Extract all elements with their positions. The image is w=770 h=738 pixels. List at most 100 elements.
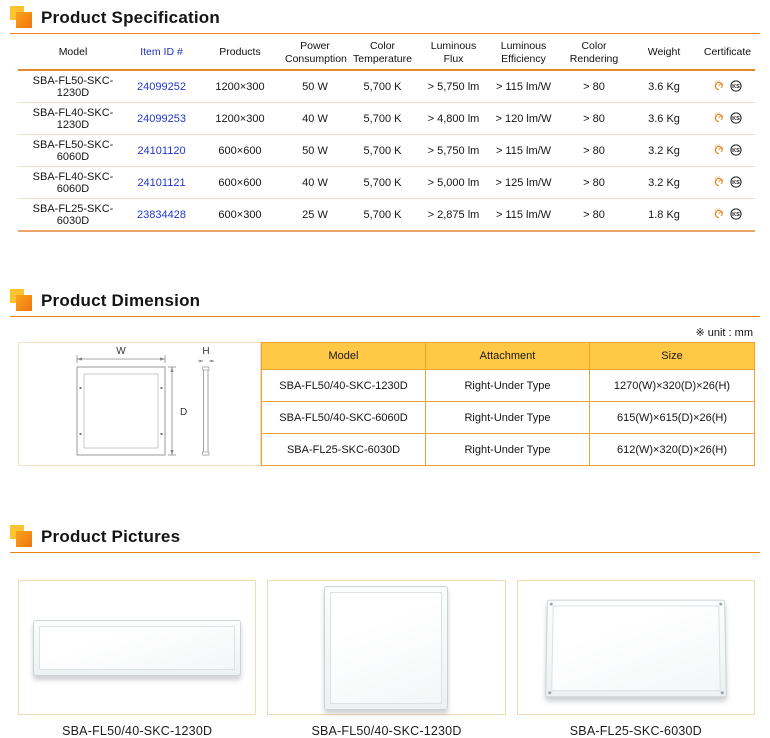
- dimension-diagram: W D H: [18, 342, 261, 466]
- dim-cell-attachment: Right-Under Type: [426, 370, 590, 402]
- dim-header-row: Model Attachment Size: [262, 343, 755, 370]
- cell-certificate: KS: [700, 167, 755, 199]
- cell-efficiency: > 115 lm/W: [487, 199, 560, 232]
- svg-text:KS: KS: [732, 84, 740, 90]
- item-id-link[interactable]: 24099253: [128, 103, 195, 135]
- ks-mark-icon: KS: [730, 144, 742, 156]
- specification-header: Product Specification: [10, 3, 760, 34]
- spec-table-body: SBA-FL50-SKC-1230D 24099252 1200×300 50 …: [18, 70, 755, 231]
- cell-power: 50 W: [285, 70, 345, 103]
- dim-cell-size: 615(W)×615(D)×26(H): [590, 402, 755, 434]
- ks-mark-icon: KS: [730, 112, 742, 124]
- dim-col-model: Model: [262, 343, 426, 370]
- cell-weight: 3.6 Kg: [628, 103, 700, 135]
- section-title-specification: Product Specification: [41, 8, 220, 28]
- dim-cell-model: SBA-FL25-SKC-6030D: [262, 434, 426, 466]
- dimension-content: W D H: [18, 342, 755, 466]
- cell-efficiency: > 120 lm/W: [487, 103, 560, 135]
- dim-col-attachment: Attachment: [426, 343, 590, 370]
- cell-weight: 3.2 Kg: [628, 167, 700, 199]
- cell-power: 25 W: [285, 199, 345, 232]
- section-pictures: Product Pictures SBA-FL50/40-SKC-1230D S…: [0, 522, 770, 738]
- orange-square-bullet-icon: [10, 289, 33, 312]
- col-weight: Weight: [628, 38, 700, 70]
- cell-weight: 3.6 Kg: [628, 70, 700, 103]
- dim-col-size: Size: [590, 343, 755, 370]
- label-d: D: [180, 407, 187, 418]
- product-pictures-row: [18, 580, 755, 715]
- orange-square-bullet-icon: [10, 525, 33, 548]
- col-power-consumption: Power Consumption: [285, 38, 345, 70]
- cell-flux: > 4,800 lm: [420, 103, 487, 135]
- table-row: SBA-FL50-SKC-6060D 24101120 600×600 50 W…: [18, 135, 755, 167]
- table-row: SBA-FL50/40-SKC-1230D Right-Under Type 1…: [262, 370, 755, 402]
- svg-text:KS: KS: [732, 116, 740, 122]
- cell-rendering: > 80: [560, 167, 628, 199]
- dim-cell-size: 612(W)×320(D)×26(H): [590, 434, 755, 466]
- item-id-link[interactable]: 23834428: [128, 199, 195, 232]
- cell-certificate: KS: [700, 103, 755, 135]
- dim-cell-attachment: Right-Under Type: [426, 434, 590, 466]
- cell-color-temp: 5,700 K: [345, 103, 420, 135]
- dim-cell-size: 1270(W)×320(D)×26(H): [590, 370, 755, 402]
- dim-cell-attachment: Right-Under Type: [426, 402, 590, 434]
- col-products: Products: [195, 38, 285, 70]
- picture-caption: SBA-FL50/40-SKC-1230D: [267, 724, 505, 738]
- table-row: SBA-FL50/40-SKC-6060D Right-Under Type 6…: [262, 402, 755, 434]
- ks-mark-icon: KS: [730, 80, 742, 92]
- cell-power: 40 W: [285, 167, 345, 199]
- cell-flux: > 5,750 lm: [420, 70, 487, 103]
- cell-efficiency: > 115 lm/W: [487, 135, 560, 167]
- item-id-link[interactable]: 24099252: [128, 70, 195, 103]
- high-efficiency-mark-icon: [713, 80, 725, 92]
- unit-note: ※ unit : mm: [0, 326, 753, 339]
- svg-text:KS: KS: [732, 212, 740, 218]
- panel-dimension-drawing: W D H: [20, 343, 260, 465]
- specification-table: Model Item ID # Products Power Consumpti…: [18, 38, 755, 232]
- cell-certificate: KS: [700, 199, 755, 232]
- cell-flux: > 2,875 lm: [420, 199, 487, 232]
- cell-model: SBA-FL25-SKC-6030D: [18, 199, 128, 232]
- led-panel-600x600-image: [324, 586, 448, 710]
- high-efficiency-mark-icon: [713, 144, 725, 156]
- cell-certificate: KS: [700, 135, 755, 167]
- high-efficiency-mark-icon: [713, 208, 725, 220]
- cell-rendering: > 80: [560, 199, 628, 232]
- section-dimension: Product Dimension ※ unit : mm W: [0, 286, 770, 466]
- cell-efficiency: > 115 lm/W: [487, 70, 560, 103]
- pictures-header: Product Pictures: [10, 522, 760, 553]
- led-panel-1200x300-image: [33, 620, 241, 676]
- cell-products: 600×600: [195, 167, 285, 199]
- svg-text:KS: KS: [732, 180, 740, 186]
- cell-rendering: > 80: [560, 135, 628, 167]
- col-color-rendering: Color Rendering: [560, 38, 628, 70]
- cell-flux: > 5,000 lm: [420, 167, 487, 199]
- high-efficiency-mark-icon: [713, 112, 725, 124]
- col-certificate: Certificate: [700, 38, 755, 70]
- spec-header-row: Model Item ID # Products Power Consumpti…: [18, 38, 755, 70]
- cell-products: 600×600: [195, 135, 285, 167]
- picture-caption: SBA-FL50/40-SKC-1230D: [18, 724, 256, 738]
- label-w: W: [116, 346, 126, 357]
- item-id-link[interactable]: 24101120: [128, 135, 195, 167]
- led-panel-600x300-image: [545, 599, 727, 697]
- cell-color-temp: 5,700 K: [345, 167, 420, 199]
- cell-power: 40 W: [285, 103, 345, 135]
- product-photo-6060d-panel: [267, 580, 505, 715]
- dimension-table: Model Attachment Size SBA-FL50/40-SKC-12…: [261, 342, 755, 466]
- cell-rendering: > 80: [560, 70, 628, 103]
- section-title-dimension: Product Dimension: [41, 291, 200, 311]
- cell-products: 600×300: [195, 199, 285, 232]
- dimension-header: Product Dimension: [10, 286, 760, 317]
- table-row: SBA-FL25-SKC-6030D 23834428 600×300 25 W…: [18, 199, 755, 232]
- col-model: Model: [18, 38, 128, 70]
- cell-products: 1200×300: [195, 70, 285, 103]
- cell-products: 1200×300: [195, 103, 285, 135]
- orange-square-bullet-icon: [10, 6, 33, 29]
- cell-weight: 3.2 Kg: [628, 135, 700, 167]
- item-id-link[interactable]: 24101121: [128, 167, 195, 199]
- col-color-temperature: Color Temperature: [345, 38, 420, 70]
- product-photo-6030d-panel: [517, 580, 755, 715]
- cell-flux: > 5,750 lm: [420, 135, 487, 167]
- cell-power: 50 W: [285, 135, 345, 167]
